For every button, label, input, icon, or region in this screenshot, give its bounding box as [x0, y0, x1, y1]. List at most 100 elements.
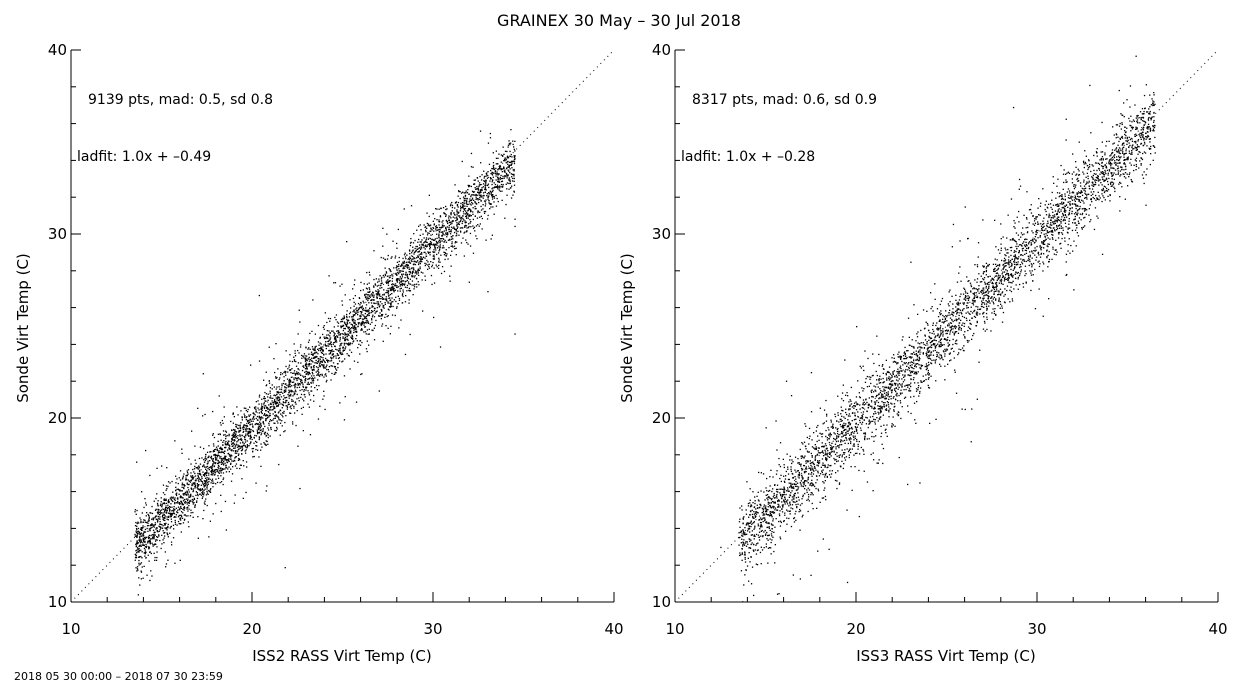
scatter-point	[884, 386, 886, 388]
scatter-point	[162, 517, 164, 519]
scatter-point	[146, 527, 148, 530]
scatter-point	[1039, 214, 1041, 216]
scatter-point	[808, 443, 810, 445]
scatter-point	[410, 272, 412, 274]
scatter-point	[800, 485, 802, 487]
scatter-point	[414, 272, 416, 274]
scatter-point	[381, 314, 383, 316]
scatter-point	[202, 373, 204, 375]
scatter-point	[460, 217, 462, 219]
scatter-point	[1048, 213, 1050, 215]
scatter-point	[1075, 211, 1077, 214]
scatter-point	[173, 498, 175, 500]
scatter-point	[140, 545, 142, 547]
scatter-point	[351, 337, 353, 339]
scatter-point	[253, 406, 256, 409]
scatter-point	[459, 197, 461, 200]
scatter-point	[290, 391, 292, 393]
scatter-point	[276, 393, 278, 395]
scatter-point	[795, 519, 797, 521]
scatter-point	[461, 160, 463, 163]
scatter-point	[306, 360, 308, 362]
scatter-point	[322, 346, 324, 348]
scatter-point	[338, 350, 340, 352]
scatter-point	[339, 352, 341, 355]
scatter-point	[450, 238, 453, 240]
scatter-point	[1139, 160, 1141, 162]
scatter-point	[461, 216, 463, 219]
scatter-point	[373, 296, 375, 298]
scatter-point	[457, 195, 459, 197]
scatter-point	[393, 287, 395, 290]
scatter-point	[801, 474, 803, 476]
scatter-point	[190, 480, 192, 482]
scatter-point	[194, 459, 196, 461]
scatter-point	[328, 350, 330, 352]
scatter-point	[214, 469, 216, 471]
scatter-point	[202, 489, 204, 491]
scatter-point	[355, 310, 358, 312]
scatter-point	[416, 245, 418, 248]
scatter-point	[274, 410, 276, 413]
scatter-point	[205, 472, 207, 474]
scatter-point	[488, 200, 490, 202]
scatter-point	[382, 294, 384, 296]
scatter-point	[499, 178, 501, 180]
scatter-point	[353, 322, 355, 324]
scatter-point	[197, 493, 199, 496]
scatter-point	[358, 343, 360, 345]
scatter-point	[454, 228, 456, 230]
scatter-point	[924, 335, 926, 337]
scatter-point	[224, 434, 226, 436]
scatter-point	[1097, 175, 1099, 177]
scatter-point	[1023, 233, 1025, 235]
scatter-point	[212, 443, 215, 445]
scatter-point	[339, 340, 341, 342]
scatter-point	[430, 227, 432, 229]
scatter-point	[762, 473, 765, 475]
scatter-point	[513, 146, 515, 148]
scatter-point	[507, 175, 509, 177]
scatter-point	[411, 267, 413, 269]
scatter-point	[373, 309, 376, 312]
scatter-point	[235, 444, 237, 446]
scatter-point	[445, 227, 447, 230]
scatter-point	[387, 287, 389, 290]
scatter-point	[469, 219, 471, 221]
scatter-point	[153, 524, 155, 526]
scatter-point	[245, 427, 248, 429]
scatter-point	[323, 376, 325, 378]
scatter-point	[434, 244, 436, 247]
scatter-point	[164, 509, 166, 511]
scatter-point	[460, 242, 463, 244]
scatter-point	[203, 492, 205, 494]
scatter-point	[1139, 135, 1141, 137]
scatter-point	[909, 344, 911, 347]
scatter-point	[453, 245, 456, 247]
scatter-point	[180, 517, 182, 519]
scatter-point	[505, 203, 507, 206]
scatter-point	[356, 310, 359, 312]
scatter-point	[180, 507, 182, 509]
scatter-point	[242, 428, 244, 431]
scatter-point	[399, 281, 401, 283]
scatter-point	[842, 467, 844, 470]
scatter-point	[421, 258, 423, 260]
scatter-point	[1027, 226, 1029, 229]
scatter-point	[1039, 236, 1041, 238]
scatter-point	[478, 182, 481, 184]
scatter-point	[371, 295, 373, 297]
scatter-point	[187, 521, 189, 523]
scatter-point	[310, 386, 312, 388]
scatter-point	[173, 506, 175, 508]
scatter-point	[833, 457, 835, 460]
scatter-point	[363, 322, 365, 324]
scatter-point	[359, 311, 362, 313]
scatter-point	[367, 314, 369, 317]
scatter-point	[222, 444, 224, 446]
scatter-point	[506, 194, 508, 196]
scatter-point	[201, 492, 204, 494]
scatter-point	[365, 320, 367, 322]
scatter-point	[312, 373, 314, 375]
scatter-point	[1010, 281, 1012, 284]
